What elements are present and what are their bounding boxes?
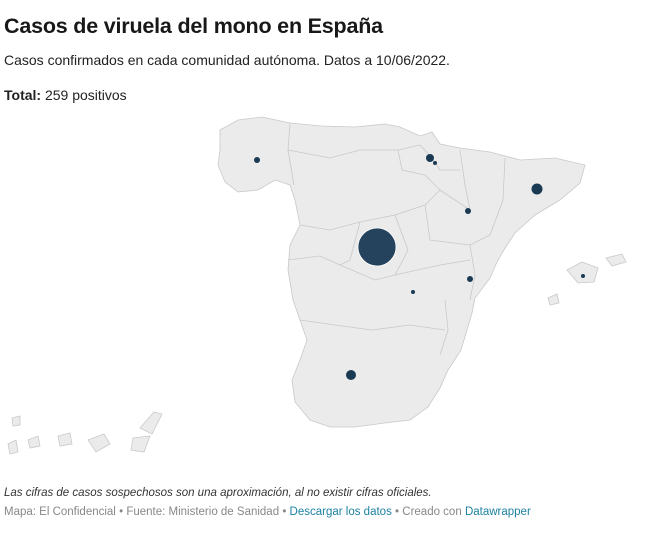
- bubble-valencia[interactable]: [467, 276, 473, 282]
- separator: •: [282, 506, 290, 518]
- bubble-aragon[interactable]: [465, 208, 471, 214]
- canarias-3: [87, 433, 111, 453]
- canarias-1: [139, 411, 163, 435]
- total-label: Total:: [4, 87, 42, 103]
- bubble-navarra[interactable]: [433, 161, 437, 165]
- canarias-6: [7, 439, 19, 455]
- chart-subtitle: Casos confirmados en cada comunidad autó…: [4, 52, 450, 68]
- datawrapper-link[interactable]: Datawrapper: [464, 506, 531, 518]
- ibiza: [547, 293, 560, 306]
- bubble-cataluna[interactable]: [531, 183, 543, 195]
- canarias-4: [57, 432, 73, 447]
- mallorca: [566, 261, 599, 284]
- canarias-5: [27, 435, 41, 449]
- separator: •: [395, 506, 403, 518]
- separator: •: [119, 506, 127, 518]
- chart-title: Casos de viruela del mono en España: [4, 14, 383, 38]
- created-with: Creado con: [402, 506, 462, 518]
- canarias-2: [130, 435, 151, 453]
- spain-map: [7, 116, 627, 455]
- download-data-link[interactable]: Descargar los datos: [289, 506, 392, 518]
- canarias-7: [11, 415, 21, 427]
- case-bubbles: [254, 154, 585, 380]
- total-cases: Total: 259 positivos: [4, 87, 127, 103]
- region-borders: [287, 122, 506, 356]
- bubble-madrid[interactable]: [357, 227, 397, 267]
- credit-map: Mapa: El Confidencial: [4, 506, 116, 518]
- byline: Mapa: El Confidencial • Fuente: Minister…: [4, 506, 531, 518]
- bubble-castilla-la-mancha[interactable]: [411, 290, 415, 294]
- bubble-baleares[interactable]: [581, 274, 585, 278]
- credit-source: Fuente: Ministerio de Sanidad: [126, 506, 280, 518]
- spain-mainland: [217, 116, 586, 428]
- bubble-andalucia[interactable]: [346, 370, 356, 380]
- footnote: Las cifras de casos sospechosos son una …: [4, 487, 432, 499]
- menorca: [605, 253, 627, 267]
- bubble-galicia[interactable]: [254, 157, 260, 163]
- bubble-pais-vasco[interactable]: [426, 154, 434, 162]
- land: [7, 116, 627, 455]
- total-value: 259 positivos: [44, 87, 127, 103]
